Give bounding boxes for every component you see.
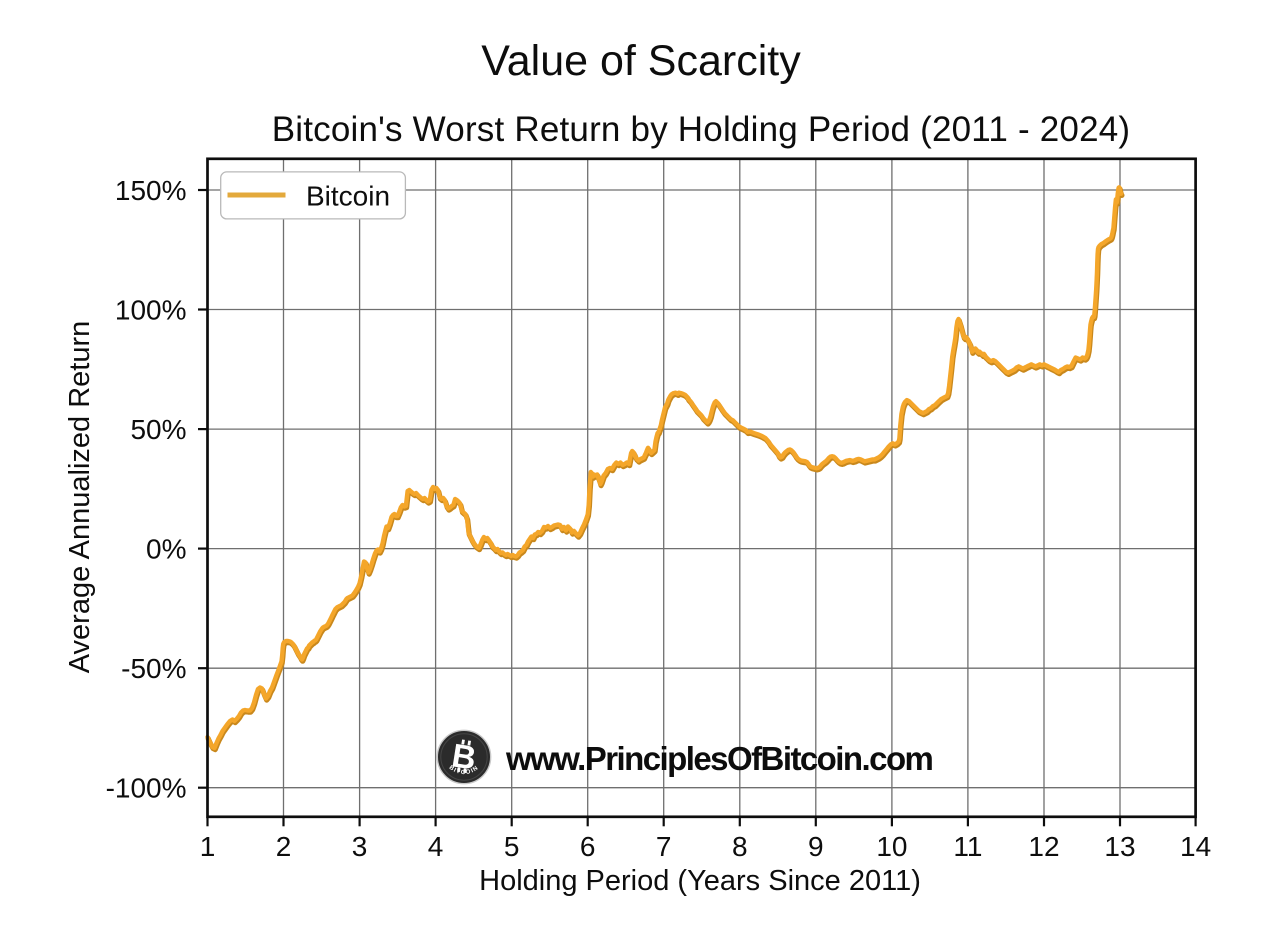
svg-text:0%: 0%: [146, 534, 186, 565]
svg-text:150%: 150%: [115, 175, 187, 206]
svg-text:4: 4: [428, 831, 444, 862]
svg-text:11: 11: [953, 831, 982, 862]
svg-text:-100%: -100%: [106, 773, 187, 804]
svg-text:10: 10: [876, 831, 907, 862]
svg-text:7: 7: [656, 831, 672, 862]
svg-text:9: 9: [808, 831, 824, 862]
svg-text:Bitcoin's Worst Return by Hold: Bitcoin's Worst Return by Holding Period…: [272, 110, 1131, 149]
svg-text:5: 5: [504, 831, 520, 862]
svg-text:13: 13: [1104, 831, 1135, 862]
svg-text:BITCOIN: BITCOIN: [448, 765, 481, 776]
svg-text:100%: 100%: [115, 295, 187, 326]
svg-text:50%: 50%: [130, 414, 186, 445]
svg-text:1: 1: [200, 831, 216, 862]
svg-text:Holding Period (Years Since 20: Holding Period (Years Since 2011): [479, 865, 921, 897]
svg-text:2: 2: [276, 831, 292, 862]
svg-text:3: 3: [352, 831, 368, 862]
svg-text:Average Annualized Return: Average Annualized Return: [64, 321, 96, 674]
svg-text:12: 12: [1028, 831, 1059, 862]
svg-text:Value of Scarcity: Value of Scarcity: [481, 37, 801, 85]
svg-text:Bitcoin: Bitcoin: [306, 181, 390, 212]
svg-text:14: 14: [1180, 831, 1211, 862]
svg-text:8: 8: [732, 831, 748, 862]
svg-text:www.PrinciplesOfBitcoin.com: www.PrinciplesOfBitcoin.com: [505, 740, 933, 777]
svg-text:6: 6: [580, 831, 596, 862]
svg-text:-50%: -50%: [121, 653, 186, 684]
